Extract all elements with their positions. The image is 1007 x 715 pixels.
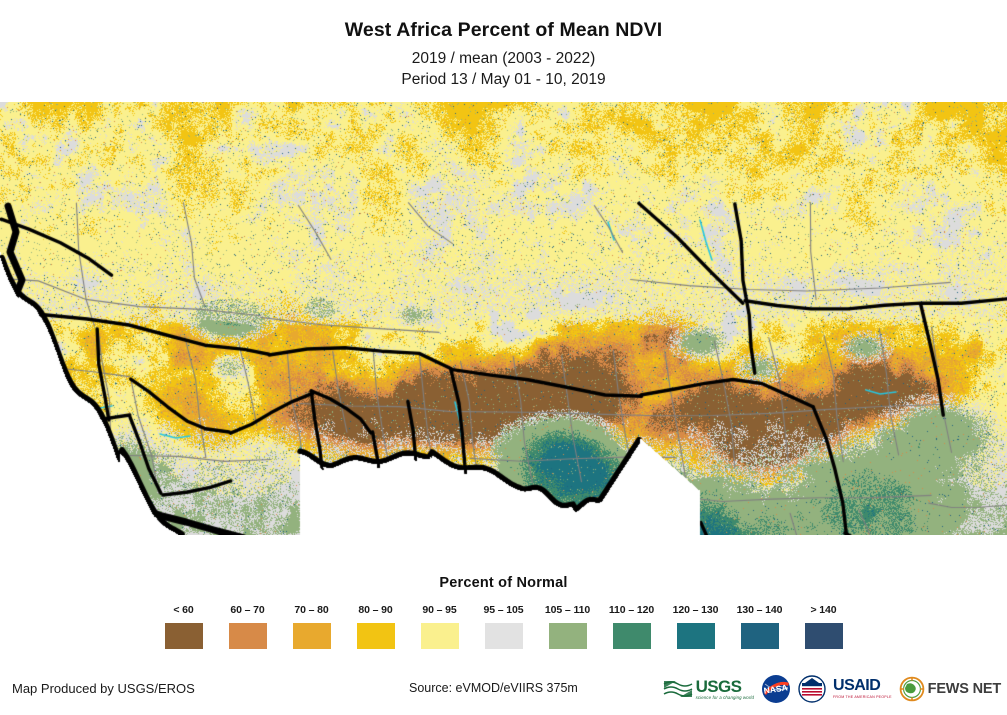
fewsnet-logo: FEWS NET — [899, 676, 1001, 702]
fewsnet-wordmark: FEWS NET — [927, 681, 1002, 697]
legend-item-label: 90 – 95 — [422, 604, 457, 616]
usaid-tagline: FROM THE AMERICAN PEOPLE — [833, 694, 892, 699]
footer-source: Source: eVMOD/eVIIRS 375m — [409, 681, 578, 695]
svg-text:NASA: NASA — [763, 682, 788, 695]
usgs-wave-icon — [662, 679, 693, 699]
usaid-logo: USAID FROM THE AMERICAN PEOPLE — [798, 674, 892, 704]
nasa-meatball-icon: NASA — [762, 675, 791, 703]
legend-item-label: > 140 — [810, 604, 837, 616]
legend-item[interactable]: 105 – 110 — [544, 604, 592, 650]
legend-items: < 60 60 – 70 70 – 80 80 – 90 90 – 95 95 – 105… — [0, 604, 1007, 650]
legend-item-label: 80 – 90 — [358, 604, 393, 616]
usgs-logo: USGS science for a changing world — [662, 676, 755, 701]
map-panel[interactable] — [0, 102, 1007, 535]
legend-item[interactable]: 95 – 105 — [480, 604, 528, 650]
legend-item-swatch — [739, 622, 780, 650]
legend-item-swatch — [483, 622, 524, 650]
subtitle-period-dates: Period 13 / May 01 - 10, 2019 — [401, 70, 606, 88]
legend-item[interactable]: > 140 — [800, 604, 848, 650]
footer: Map Produced by USGS/EROS Source: eVMOD/… — [0, 672, 1007, 715]
page-title: West Africa Percent of Mean NDVI — [344, 19, 663, 41]
legend-item-label: < 60 — [173, 604, 194, 616]
legend-item[interactable]: 110 – 120 — [608, 604, 656, 650]
usgs-tagline: science for a changing world — [695, 695, 755, 701]
map-legend: Percent of Normal < 60 60 – 70 70 – 80 80 –… — [0, 575, 1007, 650]
ndvi-raster-map[interactable] — [0, 102, 1007, 535]
usaid-wordmark: USAID — [833, 677, 881, 695]
legend-item-swatch — [355, 622, 396, 650]
legend-item[interactable]: 70 – 80 — [288, 604, 336, 650]
legend-item-swatch — [227, 622, 268, 650]
legend-title: Percent of Normal — [439, 575, 568, 591]
usaid-seal-icon — [798, 675, 826, 703]
subtitle-period-mean: 2019 / mean (2003 - 2022) — [411, 49, 596, 67]
legend-item-swatch — [419, 622, 460, 650]
fewsnet-globe-icon — [899, 676, 924, 702]
legend-item-label: 110 – 120 — [608, 604, 655, 616]
legend-item-label: 70 – 80 — [294, 604, 329, 616]
footer-credit: Map Produced by USGS/EROS — [12, 681, 195, 696]
legend-item-swatch — [611, 622, 652, 650]
legend-item-label: 95 – 105 — [483, 604, 524, 616]
legend-item-label: 120 – 130 — [672, 604, 719, 616]
legend-item-label: 105 – 110 — [544, 604, 591, 616]
legend-item-swatch — [547, 622, 588, 650]
legend-item-swatch — [675, 622, 716, 650]
legend-item[interactable]: 60 – 70 — [224, 604, 272, 650]
legend-item-label: 130 – 140 — [736, 604, 783, 616]
legend-item[interactable]: 80 – 90 — [352, 604, 400, 650]
title-block: West Africa Percent of Mean NDVI 2019 / … — [0, 0, 1007, 90]
legend-item[interactable]: 130 – 140 — [736, 604, 784, 650]
legend-item[interactable]: 120 – 130 — [672, 604, 720, 650]
legend-item-label: 60 – 70 — [230, 604, 265, 616]
footer-logos: USGS science for a changing world NASA — [662, 674, 1001, 704]
legend-item[interactable]: < 60 — [160, 604, 208, 650]
usgs-wordmark: USGS — [695, 676, 742, 696]
legend-item-swatch — [803, 622, 844, 650]
legend-item-swatch — [163, 622, 204, 650]
nasa-logo: NASA — [761, 674, 791, 704]
legend-item[interactable]: 90 – 95 — [416, 604, 464, 650]
legend-item-swatch — [291, 622, 332, 650]
